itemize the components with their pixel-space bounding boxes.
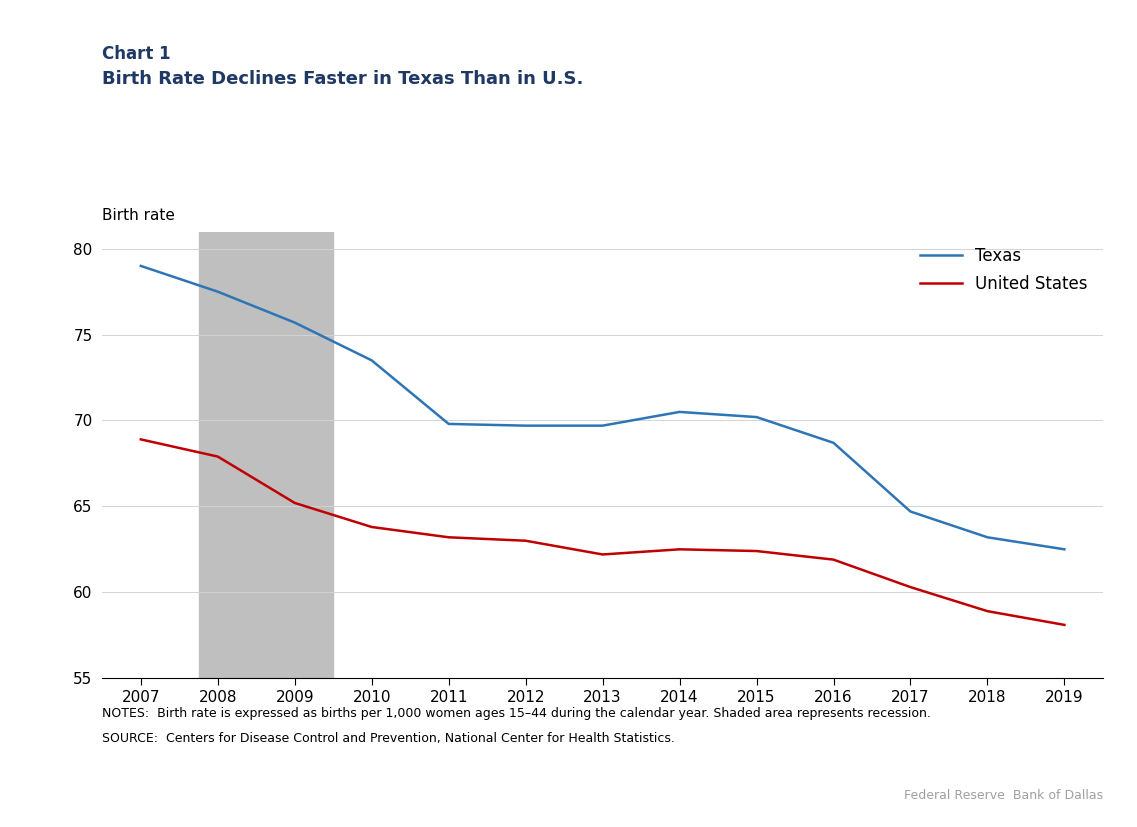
Legend: Texas, United States: Texas, United States [914, 240, 1095, 299]
Text: NOTES:  Birth rate is expressed as births per 1,000 women ages 15–44 during the : NOTES: Birth rate is expressed as births… [102, 707, 931, 720]
Text: Chart 1: Chart 1 [102, 45, 171, 64]
Bar [199, 232, 333, 678]
Text: SOURCE:  Centers for Disease Control and Prevention, National Center for Health : SOURCE: Centers for Disease Control and … [102, 732, 675, 745]
Text: Federal Reserve  Bank of Dallas: Federal Reserve Bank of Dallas [904, 789, 1103, 802]
Text: Birth Rate Declines Faster in Texas Than in U.S.: Birth Rate Declines Faster in Texas Than… [102, 70, 583, 88]
Text: Birth rate: Birth rate [102, 208, 175, 222]
